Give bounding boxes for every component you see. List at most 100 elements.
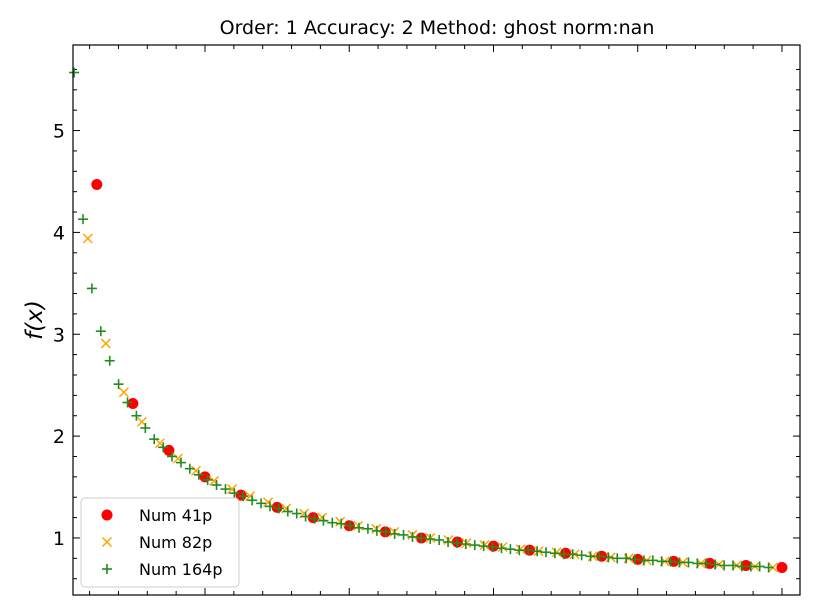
data-point xyxy=(487,542,498,553)
data-point xyxy=(560,547,572,559)
data-point xyxy=(127,398,139,410)
series-0 xyxy=(91,179,788,573)
data-point xyxy=(380,526,391,537)
y-tick-label: 3 xyxy=(53,324,65,346)
data-point xyxy=(497,542,508,553)
data-point xyxy=(327,517,338,528)
data-point xyxy=(523,545,534,556)
data-point xyxy=(540,547,551,558)
legend-item: Num 82p xyxy=(101,533,212,552)
legend-label: Num 41p xyxy=(139,506,212,525)
data-point xyxy=(336,518,347,529)
data-point xyxy=(763,562,774,573)
data-point xyxy=(443,537,454,548)
data-point xyxy=(683,557,694,568)
data-point xyxy=(416,532,427,543)
data-point xyxy=(318,515,329,526)
legend-label: Num 82p xyxy=(139,533,212,552)
data-point xyxy=(131,410,142,421)
data-point xyxy=(362,523,373,534)
data-point xyxy=(603,552,614,563)
data-point xyxy=(558,549,569,560)
data-point xyxy=(647,555,658,566)
data-point xyxy=(104,355,115,366)
data-point xyxy=(86,283,97,294)
data-point xyxy=(710,559,721,570)
data-point xyxy=(630,554,641,565)
data-point xyxy=(754,561,765,572)
data-point xyxy=(389,528,400,539)
data-point xyxy=(719,560,730,571)
data-point xyxy=(496,543,507,554)
chart-title: Order: 1 Accuracy: 2 Method: ghost norm:… xyxy=(220,17,655,39)
data-point xyxy=(505,544,516,555)
legend-marker xyxy=(102,564,112,574)
legend-marker xyxy=(101,509,113,521)
data-point xyxy=(460,539,471,550)
data-point xyxy=(256,498,267,509)
data-point xyxy=(247,495,258,506)
data-point xyxy=(638,555,649,566)
data-point xyxy=(621,553,632,564)
data-point xyxy=(193,469,204,480)
data-point xyxy=(273,503,284,514)
data-point xyxy=(91,179,103,191)
y-tick-label: 4 xyxy=(53,222,65,244)
data-point xyxy=(515,544,526,555)
data-point xyxy=(264,501,275,512)
legend: Num 41p Num 82p Num 164p xyxy=(80,497,240,588)
data-point xyxy=(245,491,256,502)
legend-label: Num 164p xyxy=(139,560,222,579)
data-point xyxy=(745,561,756,572)
axis-ticks: 1 2 3 4 5 xyxy=(53,45,800,595)
data-point xyxy=(585,551,596,562)
data-point xyxy=(576,550,587,561)
data-point xyxy=(674,557,685,568)
data-point xyxy=(82,233,93,244)
data-point xyxy=(220,484,231,495)
y-tick-label: 5 xyxy=(53,121,65,143)
data-point xyxy=(271,501,283,513)
data-point xyxy=(282,506,293,517)
data-point xyxy=(665,556,676,567)
data-point xyxy=(434,535,445,545)
data-point xyxy=(300,511,311,522)
data-point xyxy=(398,529,409,540)
data-point xyxy=(95,326,106,337)
legend-box xyxy=(80,497,240,588)
legend-item: Num 41p xyxy=(101,506,212,525)
data-point xyxy=(167,451,178,462)
y-tick-label: 1 xyxy=(53,528,65,550)
data-point xyxy=(69,67,80,78)
data-point xyxy=(307,512,319,524)
y-tick-label: 2 xyxy=(53,426,65,448)
data-point xyxy=(335,516,346,527)
data-point xyxy=(140,422,151,433)
data-point xyxy=(354,522,365,533)
data-point xyxy=(345,520,356,531)
legend-marker xyxy=(101,536,113,548)
data-point xyxy=(211,480,222,490)
plot-frame xyxy=(72,44,801,596)
series-2 xyxy=(69,67,774,573)
data-point xyxy=(118,387,129,398)
data-point xyxy=(740,559,752,571)
data-point xyxy=(149,434,160,445)
legend-item: Num 164p xyxy=(102,560,222,579)
data-point xyxy=(549,548,560,559)
data-point xyxy=(514,545,525,556)
data-point xyxy=(100,338,111,349)
data-point xyxy=(692,558,703,569)
data-point xyxy=(478,541,489,552)
data-point xyxy=(736,561,747,572)
data-point xyxy=(551,547,562,558)
data-point xyxy=(263,497,274,508)
data-point xyxy=(612,553,623,564)
data-point xyxy=(291,508,302,519)
data-point xyxy=(238,491,249,502)
data-point xyxy=(727,560,738,571)
data-point xyxy=(451,538,462,549)
data-point xyxy=(175,457,186,468)
data-point xyxy=(229,488,240,499)
